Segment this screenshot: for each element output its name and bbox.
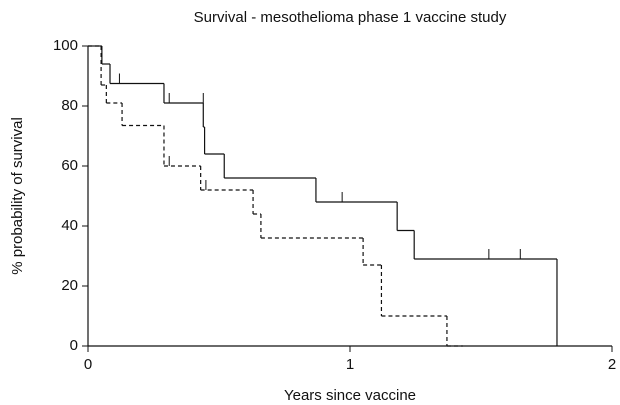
x-tick-label: 1 [346, 356, 354, 373]
y-tick-label: 20 [61, 277, 78, 294]
y-tick-label: 60 [61, 157, 78, 174]
y-tick-label: 0 [70, 337, 78, 354]
chart-title: Survival - mesothelioma phase 1 vaccine … [194, 9, 507, 26]
x-axis-label: Years since vaccine [284, 387, 416, 404]
y-tick-label: 80 [61, 97, 78, 114]
x-tick-label: 0 [84, 356, 92, 373]
x-tick-label: 2 [608, 356, 616, 373]
y-axis-label: % probability of survival [9, 117, 26, 275]
y-tick-label: 40 [61, 217, 78, 234]
y-tick-label: 100 [53, 37, 78, 54]
